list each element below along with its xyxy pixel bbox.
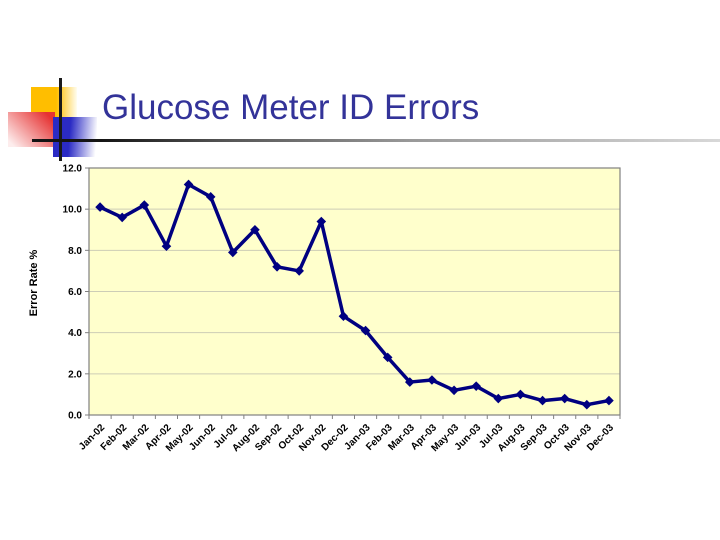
y-axis-tick-label: 2.0 [68, 369, 82, 380]
data-point-marker [117, 212, 127, 223]
y-axis-tick-label: 10.0 [63, 205, 83, 216]
data-point-marker [515, 389, 526, 400]
data-point-marker [139, 200, 150, 210]
data-point-marker [382, 352, 393, 363]
y-axis-tick-label: 8.0 [68, 246, 82, 257]
data-point-marker [338, 311, 349, 321]
data-point-marker [183, 179, 194, 190]
data-point-marker [250, 224, 260, 235]
slide-title: Glucose Meter ID Errors [102, 88, 480, 127]
decoration-vertical-line [59, 78, 62, 161]
data-point-marker [228, 247, 238, 258]
data-point-marker [559, 393, 570, 404]
y-axis-tick-label: 6.0 [68, 287, 82, 298]
data-point-marker [95, 202, 105, 212]
y-axis-tick-label: 12.0 [63, 164, 83, 175]
data-point-marker [449, 385, 459, 396]
title-underline-rule [32, 139, 720, 142]
data-point-marker [493, 393, 504, 404]
data-point-marker [471, 381, 481, 391]
data-point-marker [582, 399, 592, 410]
data-point-marker [360, 325, 371, 336]
data-point-marker [427, 375, 437, 385]
data-point-marker [604, 395, 614, 406]
y-axis-tick-label: 0.0 [68, 411, 82, 422]
data-point-marker [537, 395, 548, 406]
y-axis-title: Error Rate % [28, 249, 40, 316]
data-point-marker [405, 377, 415, 387]
data-point-marker [316, 216, 327, 227]
error-rate-line-chart: 0.02.04.06.08.010.012.0Jan-02Feb-02Mar-0… [28, 164, 621, 454]
y-axis-tick-label: 4.0 [68, 328, 82, 339]
